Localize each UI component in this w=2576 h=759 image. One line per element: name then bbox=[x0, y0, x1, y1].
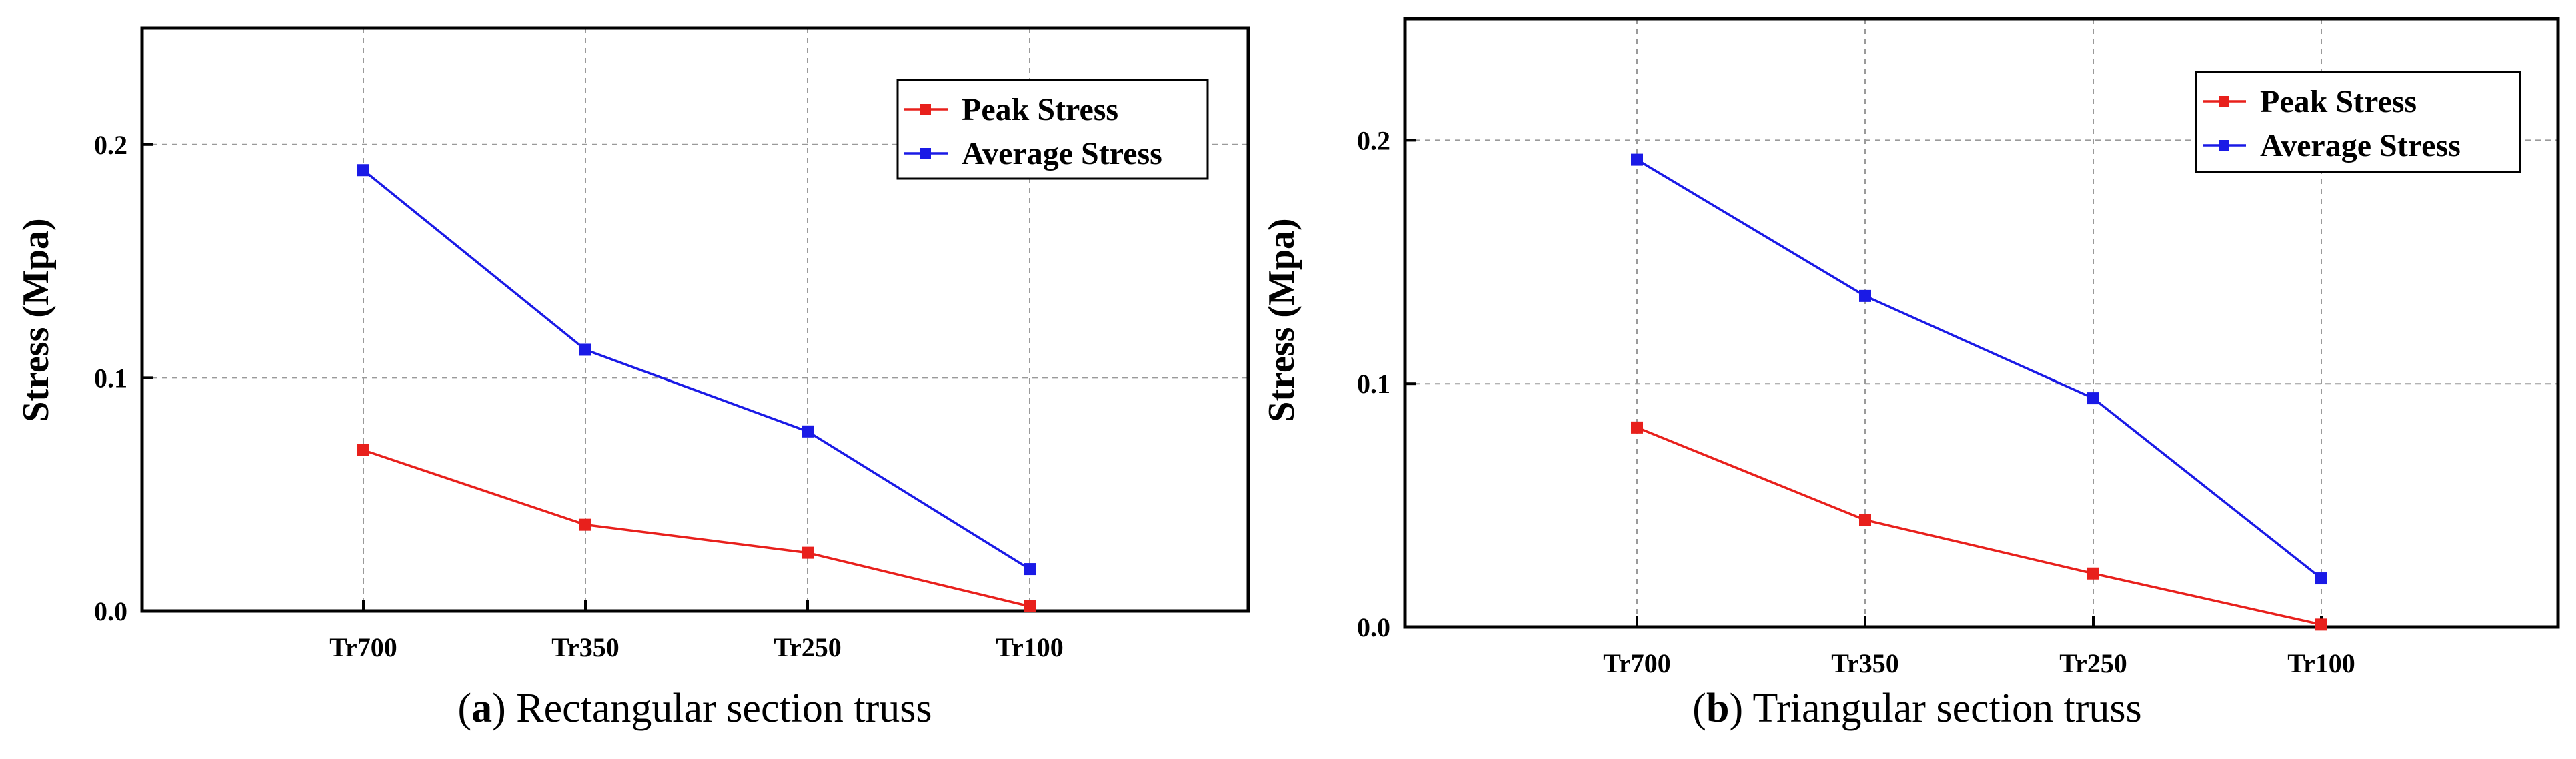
data-point-average-stress bbox=[579, 343, 591, 356]
legend-marker bbox=[920, 104, 931, 115]
legend-box bbox=[896, 79, 1209, 180]
series-line-peak-stress bbox=[363, 449, 1030, 608]
data-point-peak-stress bbox=[1631, 421, 1643, 434]
data-point-average-stress bbox=[1859, 289, 1871, 302]
data-point-average-stress bbox=[1631, 153, 1643, 166]
data-point-average-stress bbox=[2315, 572, 2327, 585]
caption-paren-open: ( bbox=[457, 686, 471, 731]
series-line-average-stress bbox=[1636, 159, 2323, 580]
data-point-peak-stress bbox=[802, 546, 814, 559]
x-tick-label: Tr250 bbox=[2059, 648, 2127, 678]
data-point-average-stress bbox=[802, 425, 814, 438]
y-axis-label: Stress (Mpa) bbox=[15, 218, 57, 422]
legend-marker bbox=[2219, 96, 2229, 107]
data-point-average-stress bbox=[1024, 563, 1036, 576]
caption-text: Rectangular section truss bbox=[516, 686, 932, 731]
legend-label: Average Stress bbox=[962, 136, 1162, 171]
y-tick-label: 0.0 bbox=[1357, 612, 1390, 642]
chart-panel-b: 0.0 0.1 0.2 Tr700 Tr350 Tr250 Tr100 Stress (Mpa… bbox=[1261, 17, 2560, 731]
series-line-peak-stress bbox=[1636, 426, 2322, 626]
data-point-average-stress bbox=[2087, 392, 2099, 405]
y-tick-label: 0.1 bbox=[94, 363, 127, 393]
legend-box bbox=[2195, 71, 2521, 173]
caption-paren-close: ) bbox=[492, 686, 516, 731]
caption-paren-open: ( bbox=[1692, 686, 1706, 731]
caption-text: Triangular section truss bbox=[1752, 686, 2141, 731]
data-point-peak-stress bbox=[2315, 618, 2327, 631]
y-tick-label: 0.0 bbox=[94, 596, 127, 626]
legend-label: Peak Stress bbox=[2260, 84, 2417, 119]
data-point-peak-stress bbox=[1024, 600, 1036, 613]
x-tick-label: Tr100 bbox=[996, 632, 1063, 662]
x-tick-label: Tr250 bbox=[774, 632, 841, 662]
panel-caption: (b) Triangular section truss bbox=[1692, 686, 2141, 731]
panel-caption: (a) Rectangular section truss bbox=[457, 686, 932, 731]
x-tick-label: Tr350 bbox=[1831, 648, 1898, 678]
y-tick-label: 0.2 bbox=[94, 130, 127, 160]
data-point-peak-stress bbox=[1859, 514, 1871, 526]
legend-label: Peak Stress bbox=[962, 92, 1118, 127]
caption-paren-close: ) bbox=[1729, 686, 1752, 731]
x-tick-label: Tr350 bbox=[551, 632, 619, 662]
caption-tag: a bbox=[471, 686, 492, 731]
plot-frame bbox=[1403, 17, 2560, 629]
legend-marker bbox=[920, 148, 931, 159]
x-tick-label: Tr700 bbox=[329, 632, 397, 662]
x-tick-label: Tr100 bbox=[2287, 648, 2355, 678]
data-point-peak-stress bbox=[579, 518, 591, 531]
data-point-average-stress bbox=[357, 164, 369, 177]
y-axis-label: Stress (Mpa) bbox=[1261, 218, 1302, 422]
legend: Peak Stress Average Stress bbox=[896, 79, 1209, 180]
series-line-average-stress bbox=[362, 169, 1030, 570]
y-tick-label: 0.2 bbox=[1357, 125, 1390, 155]
legend-marker bbox=[2219, 140, 2229, 151]
legend-label: Average Stress bbox=[2260, 128, 2461, 163]
legend: Peak Stress Average Stress bbox=[2195, 71, 2521, 173]
caption-tag: b bbox=[1706, 686, 1729, 731]
x-tick-label: Tr700 bbox=[1603, 648, 1670, 678]
y-tick-label: 0.1 bbox=[1357, 369, 1390, 399]
chart-panel-a: 0.0 0.1 0.2 Tr700 Tr350 Tr250 Tr100 Stress (Mpa… bbox=[15, 26, 1250, 731]
data-point-peak-stress bbox=[357, 444, 369, 456]
data-point-peak-stress bbox=[2087, 567, 2099, 580]
plot-frame bbox=[140, 26, 1250, 613]
